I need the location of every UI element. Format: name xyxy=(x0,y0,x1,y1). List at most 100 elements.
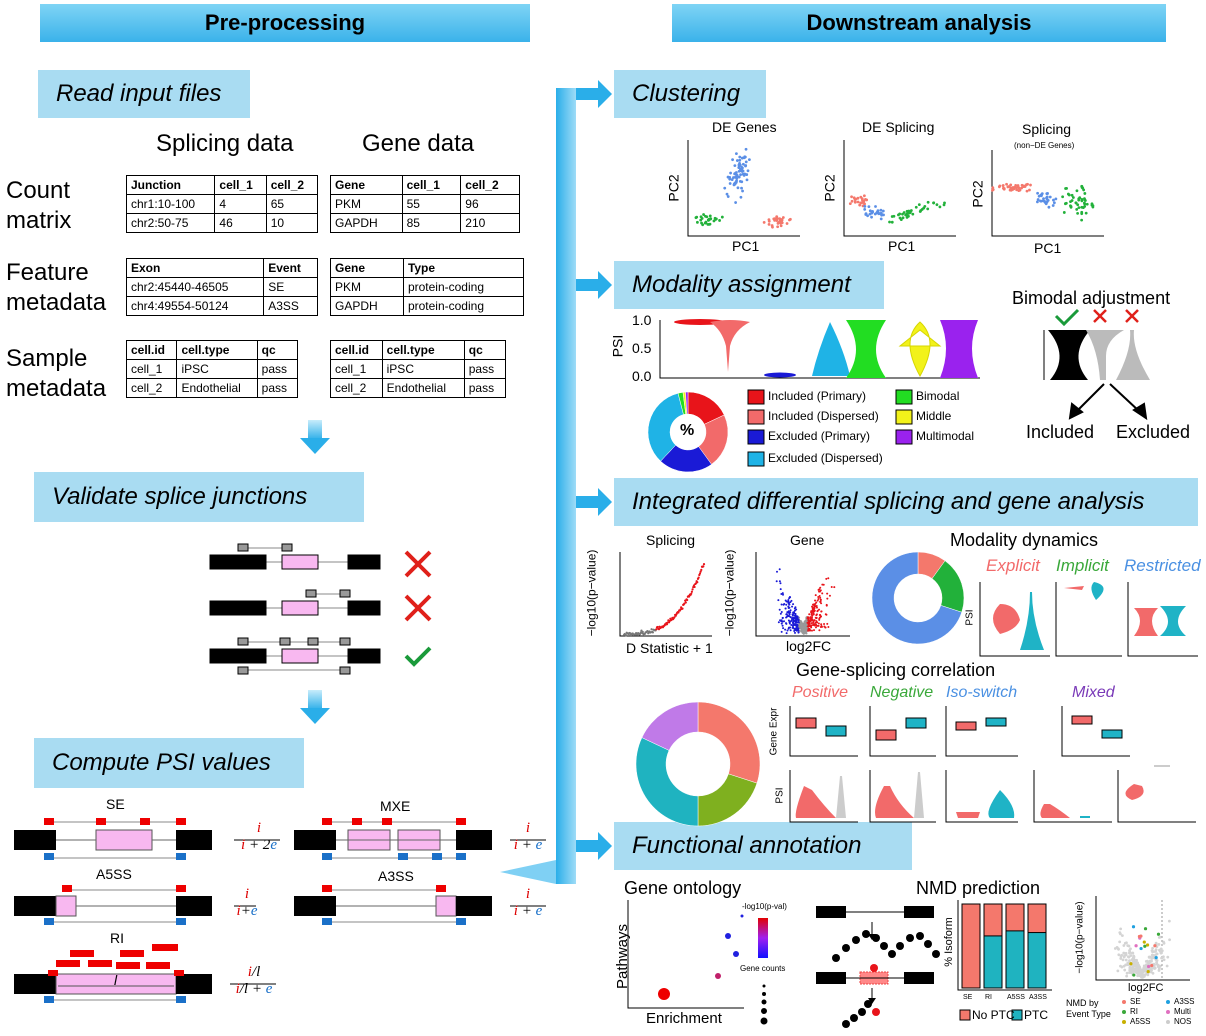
volcano-point xyxy=(806,621,809,624)
cluster-point xyxy=(1084,211,1088,215)
volcano-point xyxy=(814,594,817,597)
volcano-point xyxy=(797,629,800,632)
table-cell: pass xyxy=(463,359,507,379)
legend-swatch xyxy=(747,389,765,405)
cluster-point xyxy=(729,171,732,175)
splicing-point xyxy=(690,590,693,593)
x-mark-icon xyxy=(1125,309,1139,323)
cluster-point xyxy=(1071,196,1075,199)
table-row: Gene Type xyxy=(330,258,525,278)
bimodal-title: Bimodal adjustment xyxy=(1012,288,1171,308)
volcano-point xyxy=(777,599,780,602)
bar-no-ptc xyxy=(1005,903,1025,932)
cluster-point xyxy=(1080,212,1084,216)
volcano-point xyxy=(805,618,808,621)
cluster-point xyxy=(879,208,883,212)
cluster-point xyxy=(1061,195,1065,199)
volcano-point xyxy=(1142,965,1146,968)
cluster-point xyxy=(762,220,766,224)
bar-label: A3SS xyxy=(1029,994,1047,1001)
correlation-psi-label: PSI xyxy=(774,787,786,804)
cluster-point xyxy=(938,205,942,209)
go-title: Gene ontology xyxy=(624,878,742,898)
modality-ylabel: PSI xyxy=(609,334,626,358)
table-cell: qc xyxy=(463,340,507,360)
label-explicit: Explicit xyxy=(986,556,1040,575)
volcano-point xyxy=(1124,958,1128,962)
cluster-point xyxy=(737,163,741,167)
x-mark-icon xyxy=(404,594,432,622)
bead xyxy=(858,1008,866,1016)
table-sample-splicing: cell.id cell.type qc cell_1 iPSC pass cell_2 En… xyxy=(125,340,299,398)
table-row: PKM 55 96 xyxy=(330,194,520,214)
cluster-point xyxy=(865,198,869,202)
legend-swatch xyxy=(895,409,913,425)
modality-tick-05: 0.5 xyxy=(632,340,652,356)
cluster-point xyxy=(779,224,783,228)
volcano-point xyxy=(795,608,798,611)
cluster-point xyxy=(741,169,745,173)
table-feature-splicing: Exon Event chr2:45440-46505 SE chr4:49554-50… xyxy=(125,258,318,316)
table-cell: cell_1 xyxy=(401,175,462,195)
cluster-point xyxy=(738,158,742,162)
volcano-point xyxy=(1162,958,1166,962)
volcano-point xyxy=(789,609,792,612)
cluster-point xyxy=(1064,187,1067,190)
table-cell: 85 xyxy=(401,213,462,233)
table-cell: protein-coding xyxy=(402,296,525,316)
volcano-highlight xyxy=(1129,962,1133,966)
cluster-point xyxy=(772,217,776,221)
cluster-point xyxy=(991,188,995,192)
volcano-point xyxy=(820,610,823,613)
volcano-point xyxy=(797,621,800,624)
correlation-title: Gene-splicing correlation xyxy=(796,660,996,680)
cluster-point xyxy=(1046,199,1050,202)
volcano-point xyxy=(778,580,781,583)
dynamics-psi-label: PSI xyxy=(964,609,976,626)
volcano-point xyxy=(786,611,789,614)
volcano-highlight xyxy=(1153,944,1157,948)
volcano-point xyxy=(1151,954,1155,957)
go-size-legend xyxy=(760,984,768,1025)
cluster-point xyxy=(735,179,738,183)
table-cell: 65 xyxy=(265,194,319,214)
table-row: GAPDH 85 210 xyxy=(330,213,520,233)
cluster-point xyxy=(704,220,708,224)
psi-label-a5ss: A5SS xyxy=(96,866,132,882)
header-downstream: Downstream analysis xyxy=(672,4,1166,42)
cluster-point xyxy=(875,210,879,214)
volcano-point xyxy=(808,613,811,616)
volcano-point xyxy=(801,623,804,626)
cluster-point xyxy=(742,173,746,177)
table-row: chr4:49554-50124 A3SS xyxy=(125,296,318,316)
bar-label: RI xyxy=(985,994,992,1001)
volcano-point xyxy=(803,628,806,631)
volcano-point xyxy=(814,604,817,607)
volcano-point xyxy=(1126,961,1130,965)
cluster-point xyxy=(918,210,922,213)
volcano-point xyxy=(815,606,818,609)
volcano-point xyxy=(1160,956,1164,960)
volcano-point xyxy=(1151,946,1154,950)
cluster-point xyxy=(737,175,741,179)
donut-slice xyxy=(697,773,758,827)
volcano-point xyxy=(813,603,816,606)
bead xyxy=(906,934,914,942)
psi-label-a3ss: A3SS xyxy=(378,868,414,884)
volcano-point xyxy=(1130,951,1134,955)
event-type-legend-dots xyxy=(1122,1000,1170,1024)
volcano-point xyxy=(1122,955,1126,959)
bead xyxy=(832,954,840,962)
volcano-point xyxy=(1146,959,1149,963)
volcano-point xyxy=(792,618,795,621)
go-color-scale xyxy=(758,918,768,958)
label-positive: Positive xyxy=(792,684,849,701)
cluster-subtitle-3: (non−DE Genes) xyxy=(1014,141,1075,150)
cluster-point xyxy=(874,205,877,208)
table-row: cell_2 Endothelial pass xyxy=(125,378,299,398)
cluster-point xyxy=(1028,188,1031,192)
volcano-point xyxy=(790,623,793,626)
volcano-point xyxy=(775,580,778,583)
bead xyxy=(880,942,888,950)
gene-volcano-axes xyxy=(755,552,850,637)
